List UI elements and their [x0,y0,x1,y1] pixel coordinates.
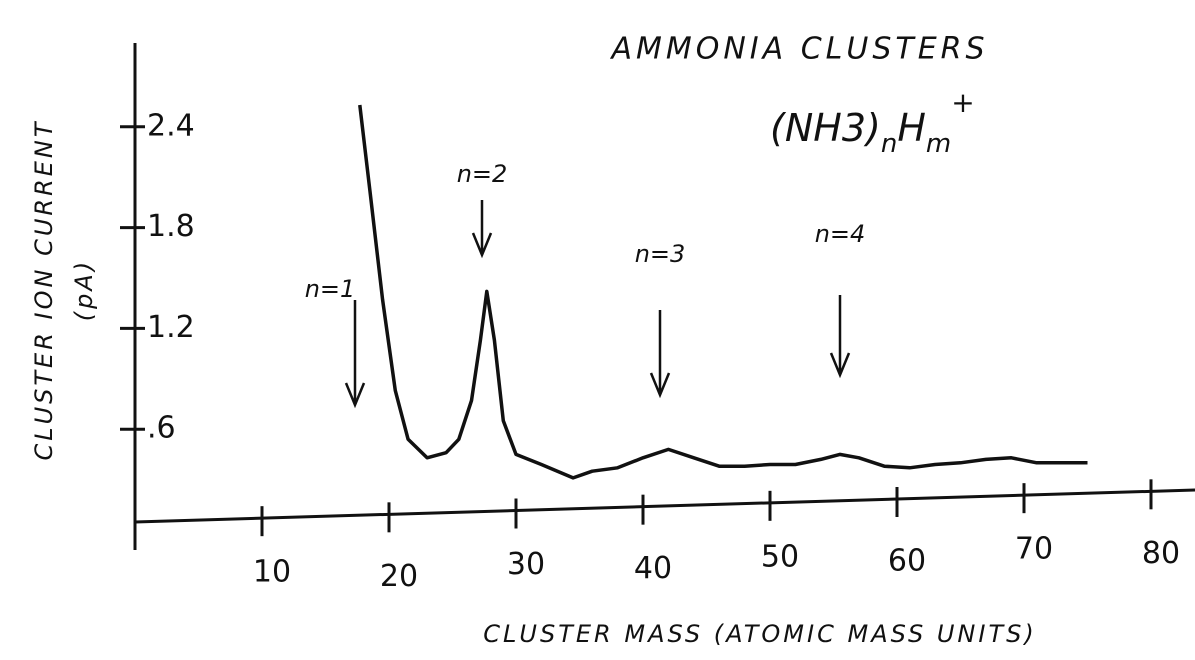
annotation-arrow [344,300,366,409]
x-axis [134,488,1195,524]
x-tick-label: 30 [507,547,545,582]
annotation-arrow [829,295,851,379]
y-tick-label: .6 [147,411,176,446]
annotation-arrow [649,310,671,399]
x-tick-label: 60 [888,543,926,578]
y-tick-label: 1.2 [147,310,195,345]
annotation: n=4 [815,220,866,248]
formula-part: H [897,106,926,150]
annotation-arrow [471,200,493,259]
data-line [358,104,1088,480]
formula-part: (NH3) [770,106,881,150]
formula: (NH3)nHm+ [770,86,975,159]
annotation: n=1 [305,275,356,303]
annotation: n=2 [457,160,508,188]
x-tick-label: 70 [1015,532,1053,567]
x-tick-label: 50 [761,539,799,574]
x-tick-label: 40 [634,551,672,586]
formula-part: m [926,129,951,159]
x-tick-label: 20 [380,559,418,594]
x-axis-label: CLUSTER MASS (ATOMIC MASS UNITS) [483,620,1036,648]
x-tick-label: 10 [253,555,291,590]
chart-title: AMMONIA CLUSTERS [609,32,988,67]
x-tick-label: 80 [1142,536,1180,571]
y-axis-label: (pA) [70,259,98,321]
annotation: n=3 [635,240,686,268]
y-tick-label: 1.8 [147,209,195,244]
y-axis-label: CLUSTER ION CURRENT [30,119,58,460]
formula-part: + [951,86,974,119]
formula-part: n [881,129,897,159]
y-tick-label: 2.4 [147,108,195,143]
